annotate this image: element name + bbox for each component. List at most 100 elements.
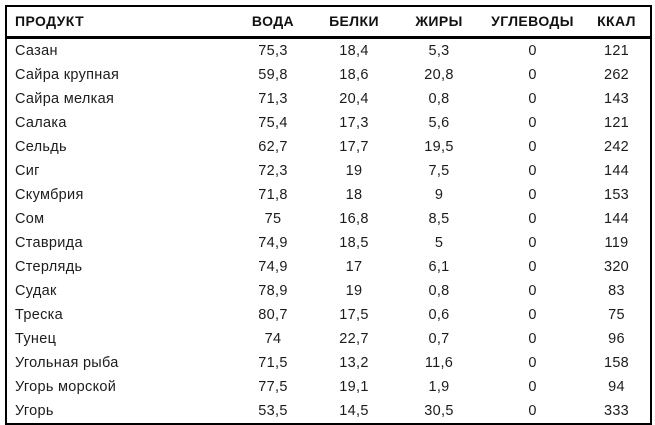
value-cell-protein: 19 <box>345 282 363 299</box>
value-cell-water: 71,8 <box>258 186 288 203</box>
value-cell-carbs: 0 <box>528 354 537 371</box>
table-row: Сайра крупная 59,8 18,6 20,8 0 262 <box>6 63 651 87</box>
value-cell-water: 74,9 <box>258 258 288 275</box>
value-cell-protein: 17,3 <box>339 114 369 131</box>
value-cell-carbs: 0 <box>528 330 537 347</box>
table-row: Угольная рыба 71,5 13,2 11,6 0 158 <box>6 351 651 375</box>
value-cell-protein: 16,8 <box>339 210 369 227</box>
value-cell-carbs: 0 <box>528 282 537 299</box>
value-cell-kcal: 75 <box>608 306 625 323</box>
value-cell-kcal: 96 <box>608 330 625 347</box>
product-cell: Сайра крупная <box>15 66 120 83</box>
table-row: Ставрида 74,9 18,5 5 0 119 <box>6 231 651 255</box>
value-cell-kcal: 144 <box>603 162 630 179</box>
value-cell-water: 53,5 <box>258 402 288 419</box>
value-cell-protein: 22,7 <box>339 330 369 347</box>
table-row: Стерлядь 74,9 17 6,1 0 320 <box>6 255 651 279</box>
value-cell-kcal: 262 <box>603 66 630 83</box>
value-cell-carbs: 0 <box>528 162 537 179</box>
value-cell-fat: 11,6 <box>424 354 454 371</box>
value-cell-water: 72,3 <box>258 162 288 179</box>
product-cell: Сазан <box>15 42 58 59</box>
value-cell-water: 71,3 <box>258 90 288 107</box>
product-cell: Ставрида <box>15 234 83 251</box>
table-body: Сазан 75,3 18,4 5,3 0 121 Сайра крупная 59,8 18,… <box>6 38 651 425</box>
table-row: Сом 75 16,8 8,5 0 144 <box>6 207 651 231</box>
value-cell-fat: 9 <box>434 186 444 203</box>
value-cell-kcal: 158 <box>603 354 630 371</box>
value-cell-fat: 5 <box>434 234 444 251</box>
value-cell-carbs: 0 <box>528 234 537 251</box>
value-cell-kcal: 143 <box>603 90 630 107</box>
product-cell: Сом <box>15 210 45 227</box>
value-cell-water: 78,9 <box>258 282 288 299</box>
table-row: Угорь морской 77,5 19,1 1,9 0 94 <box>6 375 651 399</box>
product-cell: Салака <box>15 114 67 131</box>
value-cell-fat: 20,8 <box>424 66 454 83</box>
value-cell-protein: 17,7 <box>339 138 369 155</box>
value-cell-kcal: 144 <box>603 210 630 227</box>
value-cell-fat: 5,3 <box>428 42 450 59</box>
nutrition-table: ПРОДУКТ ВОДА БЕЛКИ ЖИРЫ УГЛЕВОДЫ ККАЛ Сазан 75… <box>5 5 652 425</box>
value-cell-water: 75 <box>264 210 282 227</box>
value-cell-protein: 19 <box>345 162 363 179</box>
value-cell-fat: 5,6 <box>428 114 450 131</box>
value-cell-water: 62,7 <box>258 138 288 155</box>
value-cell-carbs: 0 <box>528 306 537 323</box>
product-cell: Сиг <box>15 162 40 179</box>
column-header-fat: ЖИРЫ <box>396 6 482 39</box>
value-cell-water: 74 <box>264 330 282 347</box>
value-cell-water: 77,5 <box>258 378 288 395</box>
column-header-water: ВОДА <box>234 6 312 39</box>
product-cell: Угорь <box>15 402 54 419</box>
value-cell-protein: 18,5 <box>339 234 369 251</box>
table-row: Салака 75,4 17,3 5,6 0 121 <box>6 111 651 135</box>
value-cell-carbs: 0 <box>528 258 537 275</box>
table-row: Тунец 74 22,7 0,7 0 96 <box>6 327 651 351</box>
value-cell-fat: 0,6 <box>428 306 450 323</box>
table-row: Скумбрия 71,8 18 9 0 153 <box>6 183 651 207</box>
value-cell-kcal: 94 <box>608 378 625 395</box>
table-row: Сиг 72,3 19 7,5 0 144 <box>6 159 651 183</box>
value-cell-protein: 20,4 <box>339 90 369 107</box>
value-cell-kcal: 153 <box>603 186 630 203</box>
table-row: Судак 78,9 19 0,8 0 83 <box>6 279 651 303</box>
header-row: ПРОДУКТ ВОДА БЕЛКИ ЖИРЫ УГЛЕВОДЫ ККАЛ <box>6 6 651 39</box>
value-cell-protein: 18,4 <box>339 42 369 59</box>
column-header-product: ПРОДУКТ <box>6 6 234 39</box>
product-cell: Сайра мелкая <box>15 90 115 107</box>
value-cell-water: 80,7 <box>258 306 288 323</box>
value-cell-kcal: 119 <box>604 234 629 251</box>
value-cell-kcal: 83 <box>608 282 625 299</box>
value-cell-protein: 18 <box>345 186 363 203</box>
value-cell-fat: 0,8 <box>428 282 450 299</box>
product-cell: Угольная рыба <box>15 354 119 371</box>
value-cell-carbs: 0 <box>528 66 537 83</box>
table-row: Сайра мелкая 71,3 20,4 0,8 0 143 <box>6 87 651 111</box>
value-cell-carbs: 0 <box>528 402 537 419</box>
value-cell-kcal: 121 <box>603 114 630 131</box>
value-cell-water: 59,8 <box>258 66 288 83</box>
product-cell: Сельдь <box>15 138 67 155</box>
column-header-protein: БЕЛКИ <box>312 6 396 39</box>
value-cell-protein: 19,1 <box>339 378 369 395</box>
column-header-carbs: УГЛЕВОДЫ <box>482 6 583 39</box>
value-cell-carbs: 0 <box>528 378 537 395</box>
value-cell-water: 74,9 <box>258 234 288 251</box>
value-cell-protein: 14,5 <box>339 402 369 419</box>
value-cell-fat: 30,5 <box>424 402 454 419</box>
value-cell-protein: 13,2 <box>339 354 369 371</box>
product-cell: Скумбрия <box>15 186 84 203</box>
value-cell-kcal: 320 <box>603 258 630 275</box>
value-cell-carbs: 0 <box>528 90 537 107</box>
value-cell-fat: 0,8 <box>428 90 450 107</box>
value-cell-fat: 8,5 <box>428 210 450 227</box>
value-cell-protein: 17 <box>345 258 363 275</box>
table-row: Угорь 53,5 14,5 30,5 0 333 <box>6 399 651 424</box>
value-cell-carbs: 0 <box>528 42 537 59</box>
table-row: Сазан 75,3 18,4 5,3 0 121 <box>6 38 651 64</box>
value-cell-kcal: 242 <box>603 138 630 155</box>
value-cell-fat: 1,9 <box>428 378 450 395</box>
value-cell-water: 75,3 <box>258 42 288 59</box>
table-header: ПРОДУКТ ВОДА БЕЛКИ ЖИРЫ УГЛЕВОДЫ ККАЛ <box>6 6 651 39</box>
